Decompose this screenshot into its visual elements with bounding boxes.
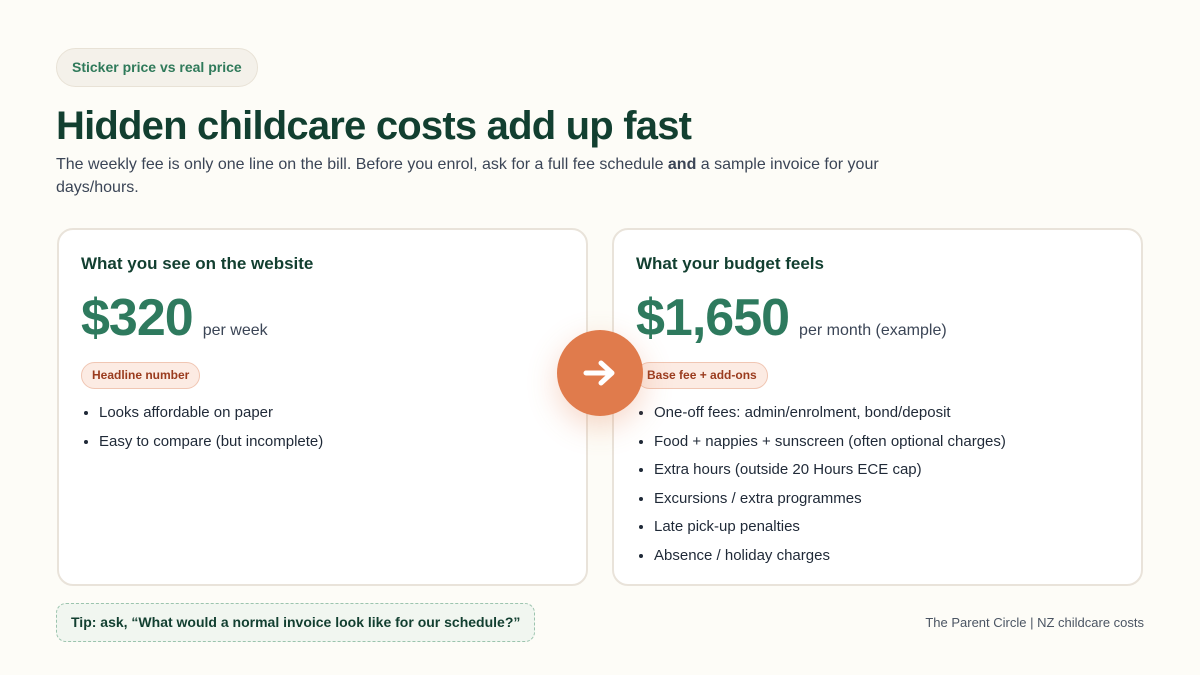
footer-credit: The Parent Circle | NZ childcare costs: [925, 615, 1144, 630]
list-item: Extra hours (outside 20 Hours ECE cap): [654, 456, 1119, 485]
list-item: One-off fees: admin/enrolment, bond/depo…: [654, 399, 1119, 428]
list-item: Looks affordable on paper: [99, 399, 564, 428]
card-heading: What your budget feels: [636, 254, 824, 273]
price-unit: per week: [202, 322, 268, 339]
subtitle-bold: and: [667, 156, 697, 173]
card-tag: Headline number: [81, 362, 201, 389]
card-list: Looks affordable on paper Easy to compar…: [81, 399, 564, 456]
price-value: $1,650: [636, 289, 790, 347]
card-heading: What you see on the website: [81, 254, 314, 273]
page-title: Hidden childcare costs add up fast: [56, 104, 692, 148]
website-price-card: What you see on the website $320 per week…: [57, 228, 588, 586]
card-list: One-off fees: admin/enrolment, bond/depo…: [636, 399, 1119, 570]
tip-callout: Tip: ask, “What would a normal invoice l…: [56, 603, 536, 642]
list-item: Food + nappies + sunscreen (often option…: [654, 428, 1119, 457]
subtitle-text-end: a sample invoice for your days/hours.: [56, 156, 879, 196]
list-item: Easy to compare (but incomplete): [99, 428, 564, 457]
list-item: Late pick-up penalties: [654, 513, 1119, 542]
card-tag: Base fee + add-ons: [636, 362, 768, 389]
subtitle-text: The weekly fee is only one line on the b…: [56, 156, 668, 173]
list-item: Excursions / extra programmes: [654, 485, 1119, 514]
arrow-right-icon: [557, 330, 643, 416]
section-badge: Sticker price vs real price: [56, 48, 258, 87]
list-item: Absence / holiday charges: [654, 542, 1119, 571]
page-subtitle: The weekly fee is only one line on the b…: [56, 153, 916, 199]
price-unit: per month (example): [799, 322, 947, 339]
price-value: $320: [81, 289, 194, 347]
budget-price-card: What your budget feels $1,650 per month (…: [612, 228, 1143, 586]
